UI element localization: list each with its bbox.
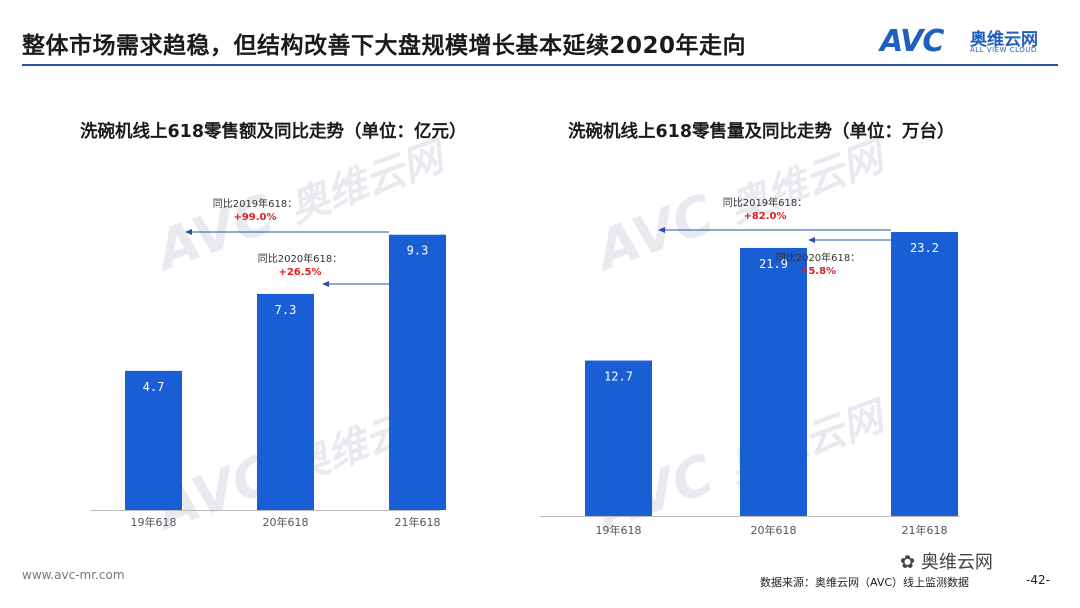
comparison-growth-value: +5.8% [800, 266, 836, 277]
wechat-account: ✿ 奥维云网 [900, 548, 993, 574]
x-tick-label: 20年618 [263, 515, 309, 529]
logo-chinese-name: 奥维云网 [970, 30, 1038, 50]
logo-mark: AVC [880, 24, 944, 59]
comparison-growth-value: +82.0% [743, 211, 786, 222]
wechat-icon: ✿ [900, 552, 916, 573]
comparison-arrow-head [658, 227, 665, 233]
x-tick-label: 19年618 [596, 523, 642, 537]
comparison-growth-value: +26.5% [278, 267, 321, 278]
chart-title-sales-volume: 洗碗机线上618零售量及同比走势（单位：万台） [568, 122, 955, 142]
bar-20年618 [257, 293, 314, 510]
comparison-arrow-head [322, 281, 329, 287]
chart-title-sales-value: 洗碗机线上618零售额及同比走势（单位：亿元） [80, 122, 467, 142]
page-title: 整体市场需求趋稳，但结构改善下大盘规模增长基本延续2020年走向 [22, 33, 747, 59]
bar-19年618 [125, 370, 182, 510]
logo-english-name: ALL VIEW CLOUD [970, 46, 1037, 54]
chart-sales-value: 4.7 19年618 7.3 20年618 9.3 21年618 同比2019年618： +9… [90, 197, 446, 529]
bar-value-label: 4.7 [143, 380, 165, 394]
wechat-account-name: 奥维云网 [920, 552, 993, 573]
x-tick-label: 19年618 [131, 515, 177, 529]
bar-value-label: 23.2 [910, 241, 939, 255]
comparison-label: 同比2019年618： [723, 196, 808, 209]
bar-value-label: 12.7 [604, 370, 633, 384]
bar-value-label: 9.3 [407, 244, 429, 258]
x-tick-label: 21年618 [395, 515, 441, 529]
comparison-arrow-head [185, 229, 192, 235]
bar-19年618 [585, 360, 652, 516]
comparison-label: 同比2019年618： [213, 197, 298, 210]
bar-21年618 [891, 232, 958, 517]
comparison-growth-value: +99.0% [233, 212, 276, 223]
x-tick-label: 21年618 [902, 523, 948, 537]
comparison-label: 同比2020年618： [258, 252, 343, 265]
avc-logo: AVC 奥维云网 ALL VIEW CLOUD [880, 24, 1060, 60]
website-url: www.avc-mr.com [22, 568, 125, 582]
bar-20年618 [740, 247, 807, 516]
chart-sales-volume: 12.7 19年618 21.9 20年618 23.2 21年618 同比2019年618… [540, 196, 960, 537]
page-number: -42- [1026, 573, 1050, 587]
title-divider [22, 64, 1058, 66]
comparison-label: 同比2020年618： [776, 251, 861, 264]
x-tick-label: 20年618 [751, 523, 797, 537]
comparison-arrow-head [808, 237, 815, 243]
bar-21年618 [389, 234, 446, 510]
bar-value-label: 21.9 [759, 257, 788, 271]
data-source: 数据来源：奥维云网（AVC）线上监测数据 [760, 576, 970, 589]
bar-value-label: 7.3 [275, 303, 297, 317]
